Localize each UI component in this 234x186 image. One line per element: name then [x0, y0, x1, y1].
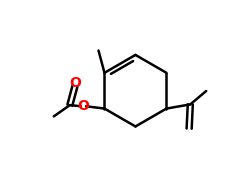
Text: O: O	[77, 99, 89, 113]
Text: O: O	[69, 76, 81, 90]
